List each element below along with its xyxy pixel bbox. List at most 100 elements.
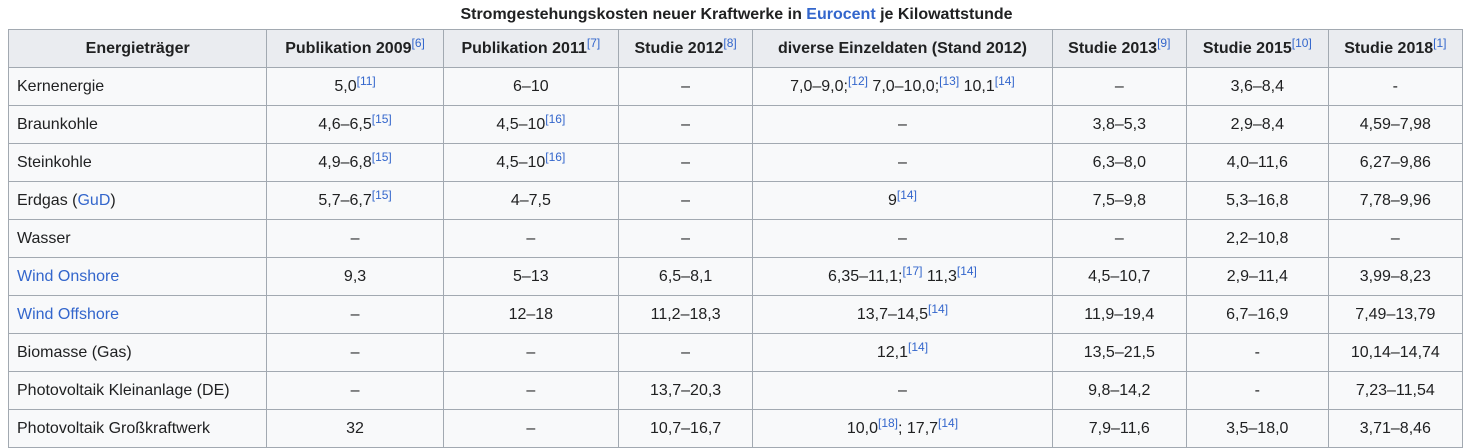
reference-link[interactable]: [12] [847, 73, 868, 88]
cell-text: – [681, 229, 691, 247]
table-cell: - [1327, 67, 1464, 106]
table-cell: – [617, 67, 754, 106]
reference-link[interactable]: [15] [371, 111, 392, 126]
cell-text: 3,8–5,3 [1092, 115, 1146, 133]
eurocent-link[interactable]: Eurocent [806, 6, 876, 23]
table-cell: 4,9–6,8[15] [266, 143, 444, 182]
table-cell: 13,7–14,5[14] [752, 295, 1053, 334]
cell-text: – [681, 115, 691, 133]
table-row: Wind Offshore – 12–18 11,2–18,3 13,7–14,5[14… [7, 295, 1464, 334]
wiki-link[interactable]: Wind Offshore [17, 305, 119, 323]
reference-link[interactable]: [8] [723, 35, 737, 50]
table-cell: – [752, 371, 1053, 410]
reference-link[interactable]: [18] [877, 415, 898, 430]
reference-link[interactable]: [7] [586, 35, 601, 50]
table-cell: 6,7–16,9 [1185, 295, 1329, 334]
cell-text: 10,1 [959, 77, 995, 95]
column-header: Energieträger [7, 29, 268, 68]
cell-text: Studie 2015 [1202, 39, 1292, 57]
table-cell: – [1327, 219, 1464, 258]
column-header: Studie 2018[1] [1327, 29, 1464, 68]
table-cell: – [617, 143, 754, 182]
cell-text: – [681, 153, 691, 171]
wiki-link[interactable]: GuD [77, 191, 111, 209]
table-row: Wind Onshore 9,3 5–13 6,5–8,1 6,35–11,1;[17]… [7, 257, 1464, 296]
table-cell: – [266, 295, 444, 334]
reference-link[interactable]: [16] [545, 149, 566, 164]
table-cell: 4,5–10[16] [442, 105, 619, 144]
wiki-link[interactable]: Wind Onshore [17, 267, 120, 285]
column-header: diverse Einzeldaten (Stand 2012) [752, 29, 1053, 68]
table-cell: 4,0–11,6 [1185, 143, 1329, 182]
reference-link[interactable]: [14] [956, 263, 977, 278]
table-cell: 2,9–8,4 [1185, 105, 1329, 144]
row-label: Erdgas (GuD) [7, 181, 268, 220]
cell-text: Energieträger [85, 39, 190, 57]
row-label: Wasser [7, 219, 268, 258]
table-row: Photovoltaik Großkraftwerk 32 – 10,7–16,7 10… [7, 409, 1464, 448]
cell-text: 4,0–11,6 [1226, 153, 1288, 171]
cell-text: – [1114, 229, 1124, 247]
cell-text: 7,78–9,96 [1359, 191, 1431, 209]
reference-link[interactable]: [14] [896, 187, 917, 202]
reference-link[interactable]: [17] [902, 263, 923, 278]
cell-text: 6,35–11,1; [828, 267, 903, 285]
reference-link[interactable]: [10] [1291, 35, 1312, 50]
cell-text: - [1392, 77, 1398, 95]
cell-text: 4,5–10,7 [1088, 267, 1151, 285]
cell-text: 2,9–11,4 [1226, 267, 1288, 285]
row-label: Photovoltaik Großkraftwerk [7, 409, 268, 448]
table-cell: – [442, 333, 619, 372]
table-row: Steinkohle 4,9–6,8[15] 4,5–10[16] – –6,3–8,0… [7, 143, 1464, 182]
cell-text: 4,5–10 [496, 153, 546, 171]
reference-link[interactable]: [14] [994, 73, 1015, 88]
table-cell: 13,7–20,3 [617, 371, 754, 410]
cell-text: 11,9–19,4 [1084, 305, 1155, 323]
reference-link[interactable]: [15] [371, 187, 392, 202]
reference-link[interactable]: [11] [356, 73, 376, 88]
cell-text: 4,9–6,8 [318, 153, 372, 171]
table-row: Biomasse (Gas) – – – 12,1[14] 13,5–21,5 - 10,14… [7, 333, 1464, 372]
reference-link[interactable]: [15] [371, 149, 392, 164]
cell-text: 10,0 [846, 419, 878, 437]
cell-text: 3,99–8,23 [1359, 267, 1431, 285]
cell-text: 12,1 [876, 343, 909, 361]
reference-link[interactable]: [16] [545, 111, 566, 126]
cell-text: – [526, 381, 536, 399]
row-label: Wind Onshore [7, 257, 268, 296]
reference-link[interactable]: [1] [1433, 35, 1447, 50]
table-cell: 3,99–8,23 [1327, 257, 1464, 296]
table-cell: 3,6–8,4 [1185, 67, 1329, 106]
cell-text: – [898, 153, 907, 171]
table-cell: – [266, 219, 444, 258]
cell-text: 4–7,5 [510, 191, 551, 209]
table-cell: 3,8–5,3 [1051, 105, 1187, 144]
cell-text: 7,49–13,79 [1355, 305, 1436, 323]
table-cell: 4,5–10,7 [1051, 257, 1187, 296]
cell-text: Studie 2018 [1344, 39, 1434, 57]
table-row: Braunkohle 4,6–6,5[15] 4,5–10[16] – –3,8–5,3… [7, 105, 1464, 144]
reference-link[interactable]: [14] [928, 301, 949, 316]
cell-text: 13,7–20,3 [650, 381, 722, 399]
cell-text: – [898, 381, 907, 399]
table-cell: 5,3–16,8 [1185, 181, 1329, 220]
cell-text: 10,14–14,74 [1350, 343, 1440, 361]
reference-link[interactable]: [14] [938, 415, 959, 430]
cell-text: 13,7–14,5 [856, 305, 929, 323]
table-cell: - [1185, 371, 1329, 410]
reference-link[interactable]: [14] [908, 339, 929, 354]
table-cell: – [617, 181, 754, 220]
cell-text: 10,7–16,7 [650, 419, 722, 437]
caption-text: je Kilowattstunde [875, 6, 1013, 23]
cell-text: 6–10 [513, 77, 549, 95]
reference-link[interactable]: [6] [411, 35, 425, 50]
table-cell: 7,78–9,96 [1327, 181, 1464, 220]
table-cell: 3,5–18,0 [1185, 409, 1329, 448]
reference-link[interactable]: [13] [939, 73, 960, 88]
table-cell: 10,0[18]; 17,7[14] [752, 409, 1053, 448]
cell-text: 5,3–16,8 [1226, 191, 1289, 209]
cell-text: Publikation 2009 [285, 39, 412, 57]
table-cell: – [617, 105, 754, 144]
table-cell: 9,8–14,2 [1051, 371, 1187, 410]
reference-link[interactable]: [9] [1157, 35, 1171, 50]
